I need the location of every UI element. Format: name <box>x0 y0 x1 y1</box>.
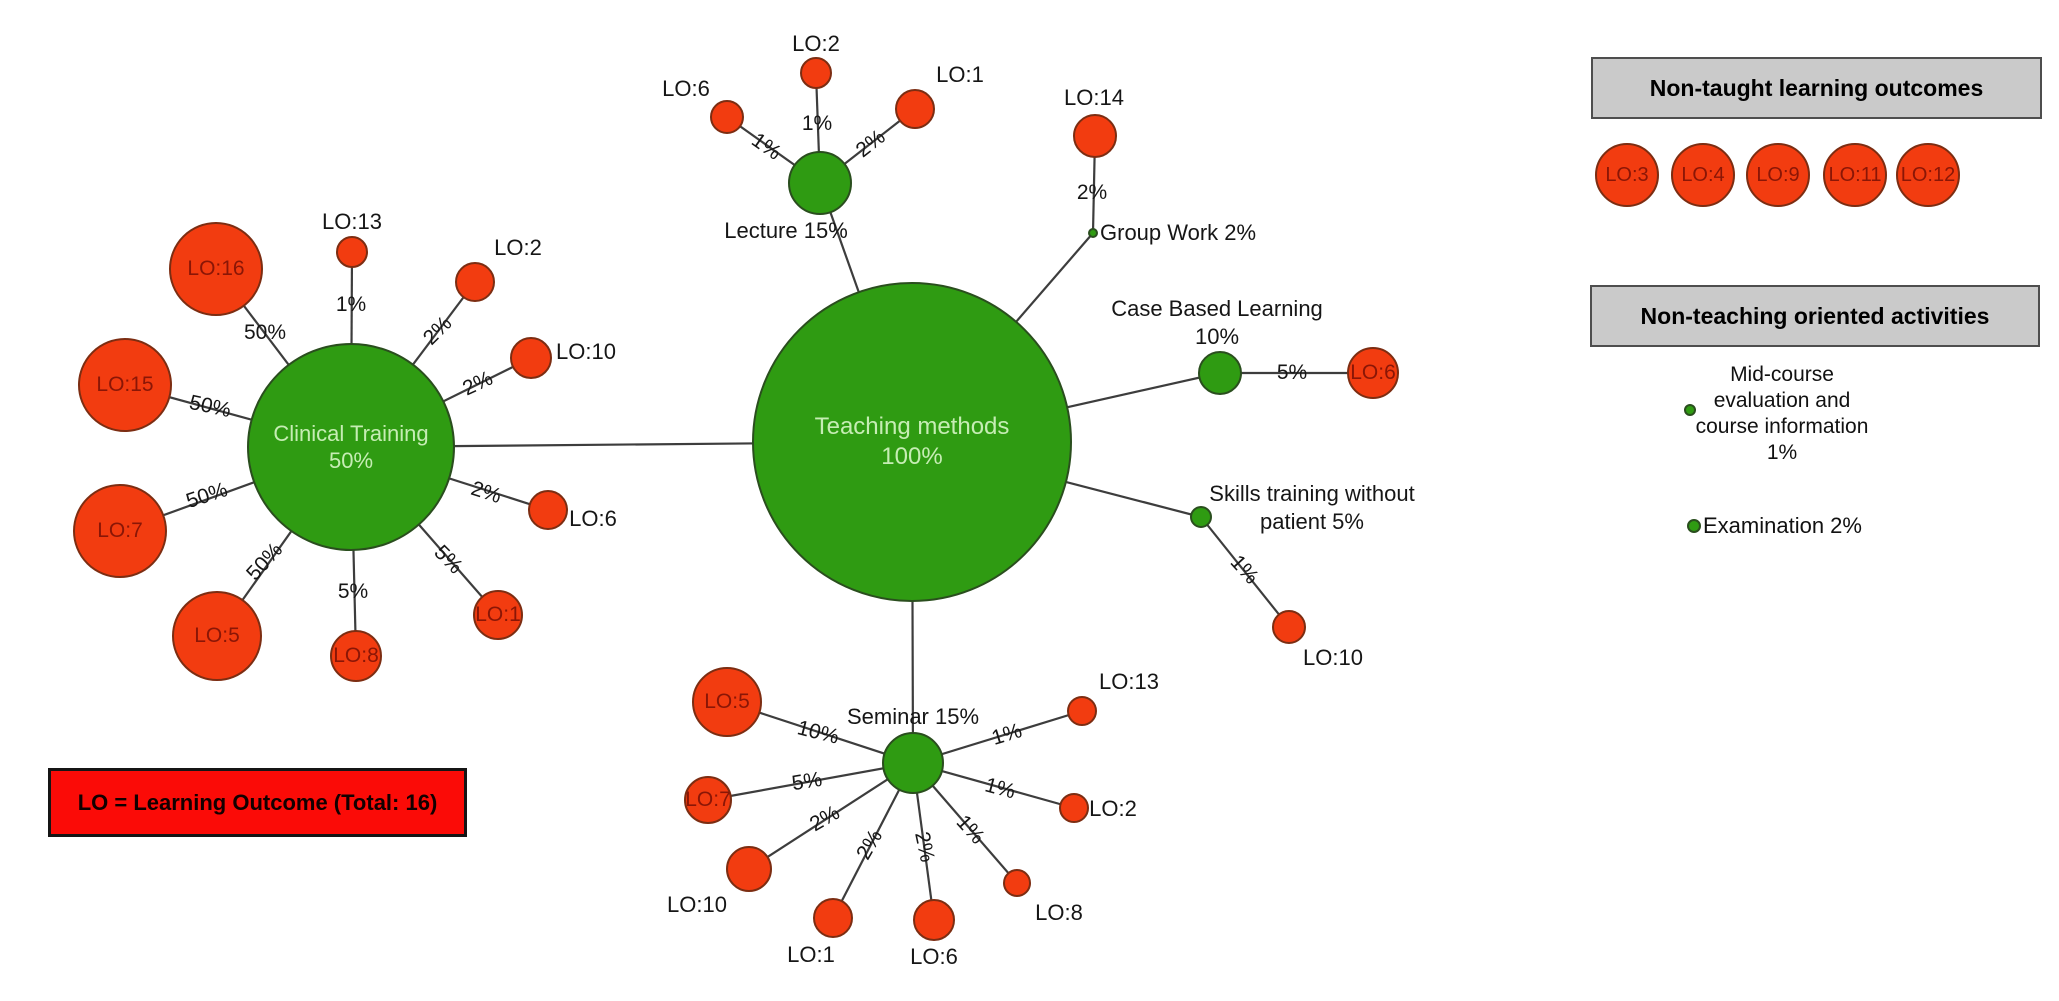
label-clinical-lo6: LO:6 <box>569 506 617 531</box>
label-clinical-lo10: LO:10 <box>556 339 616 364</box>
node-skills-training <box>1190 506 1212 528</box>
node-clinical-lo2 <box>455 262 495 302</box>
edge-weight-case-based-learning-cbl-lo6: 5% <box>1276 361 1308 384</box>
label-case-based-learning: Case Based Learning 10% <box>1111 296 1323 349</box>
node-seminar-lo10 <box>726 846 772 892</box>
label-seminar-lo1: LO:1 <box>787 942 835 967</box>
label-seminar-lo2: LO:2 <box>1089 796 1137 821</box>
label-lecture: Lecture 15% <box>724 218 848 243</box>
non-taught-outcomes-title: Non-taught learning outcomes <box>1649 74 1984 101</box>
label-group-work: Group Work 2% <box>1100 220 1257 245</box>
label-skills-training: Skills training without patient 5% <box>1209 481 1415 534</box>
node-clinical-training: Clinical Training 50% <box>247 343 455 551</box>
label-seminar-lo10: LO:10 <box>667 892 727 917</box>
label-seminar-lo13: LO:13 <box>1099 669 1159 694</box>
edge-skills-training-skills-lo10 <box>1200 516 1290 628</box>
node-clinical-lo6 <box>528 490 568 530</box>
label-skills-lo10: LO:10 <box>1303 645 1363 670</box>
label-seminar-lo6: LO:6 <box>910 944 958 969</box>
node-examination-dot <box>1687 519 1701 533</box>
label-seminar-lo8: LO:8 <box>1035 900 1083 925</box>
node-group-work <box>1088 228 1098 238</box>
node-lecture-lo2 <box>800 57 832 89</box>
edge-seminar-seminar-lo7 <box>707 761 914 802</box>
node-legend-lo3: LO:3 <box>1595 143 1659 207</box>
lo-definition-text: LO = Learning Outcome (Total: 16) <box>77 789 438 815</box>
node-clinical-lo7: LO:7 <box>73 484 167 578</box>
node-skills-lo10 <box>1272 610 1306 644</box>
node-clinical-lo1: LO:1 <box>473 590 523 640</box>
label-clinical-lo13: LO:13 <box>322 209 382 234</box>
node-seminar <box>882 732 944 794</box>
non-taught-outcomes-header: Non-taught learning outcomes <box>1591 57 2042 119</box>
edge-weight-seminar-seminar-lo7: 5% <box>790 767 824 796</box>
node-clinical-lo16: LO:16 <box>169 222 263 316</box>
node-seminar-lo5: LO:5 <box>692 667 762 737</box>
node-lecture-lo6 <box>710 100 744 134</box>
node-seminar-lo2 <box>1059 793 1089 823</box>
midcourse-evaluation-label: Mid-course evaluation and course informa… <box>1695 363 1869 464</box>
node-seminar-lo1 <box>813 898 853 938</box>
node-legend-lo12: LO:12 <box>1896 143 1960 207</box>
non-teaching-activities-title: Non-teaching oriented activities <box>1640 302 1990 329</box>
edge-seminar-seminar-lo10 <box>748 762 914 870</box>
node-groupwork-lo14 <box>1073 114 1117 158</box>
node-seminar-lo8 <box>1003 869 1031 897</box>
node-case-based-learning <box>1198 351 1242 395</box>
edge-weight-group-work-groupwork-lo14: 2% <box>1076 181 1108 204</box>
label-lecture-lo6: LO:6 <box>662 76 710 101</box>
label-clinical-lo2: LO:2 <box>494 235 542 260</box>
node-legend-lo4: LO:4 <box>1671 143 1735 207</box>
edge-weight-clinical-training-clinical-lo16: 50% <box>243 321 287 344</box>
edge-weight-clinical-training-clinical-lo8: 5% <box>337 580 369 603</box>
label-seminar: Seminar 15% <box>846 704 980 729</box>
node-clinical-lo15: LO:15 <box>78 338 172 432</box>
node-seminar-lo7: LO:7 <box>684 776 732 824</box>
node-lecture-lo1 <box>895 89 935 129</box>
node-legend-lo9: LO:9 <box>1746 143 1810 207</box>
node-seminar-lo6 <box>913 899 955 941</box>
label-lecture-lo1: LO:1 <box>936 62 984 87</box>
edge-weight-clinical-training-clinical-lo13: 1% <box>335 293 367 316</box>
node-midcourse-dot <box>1684 404 1696 416</box>
non-teaching-activities-header: Non-teaching oriented activities <box>1590 285 2040 347</box>
examination-label: Examination 2% <box>1703 513 1862 538</box>
label-groupwork-lo14: LO:14 <box>1064 85 1124 110</box>
node-seminar-lo13 <box>1067 696 1097 726</box>
node-cbl-lo6: LO:6 <box>1347 347 1399 399</box>
node-clinical-lo13 <box>336 236 368 268</box>
node-clinical-lo8: LO:8 <box>330 630 382 682</box>
node-legend-lo11: LO:11 <box>1823 143 1887 207</box>
node-lecture <box>788 151 852 215</box>
node-teaching-methods: Teaching methods 100% <box>752 282 1072 602</box>
lo-definition-box: LO = Learning Outcome (Total: 16) <box>48 768 467 837</box>
label-lecture-lo2: LO:2 <box>792 31 840 56</box>
edge-weight-lecture-lecture-lo2: 1% <box>801 112 833 135</box>
node-clinical-lo10 <box>510 337 552 379</box>
node-clinical-lo5: LO:5 <box>172 591 262 681</box>
